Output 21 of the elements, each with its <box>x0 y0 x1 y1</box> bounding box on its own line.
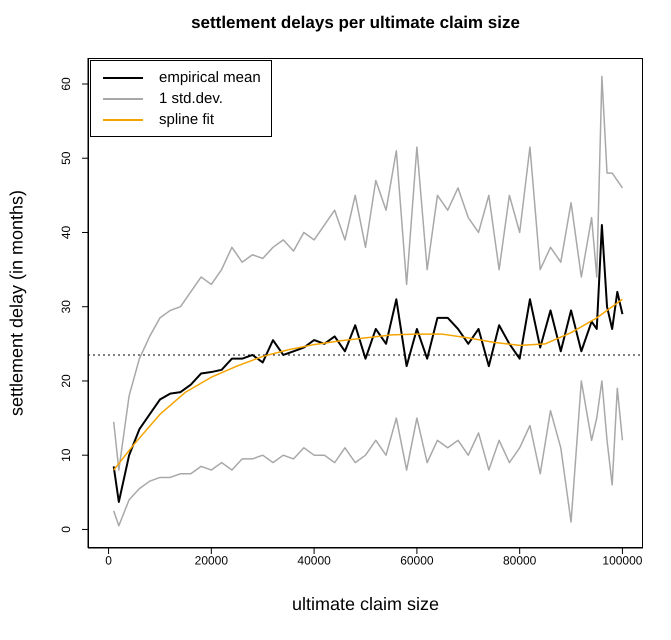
line-series <box>112 380 624 526</box>
chart-title: settlement delays per ultimate claim size <box>190 12 521 34</box>
y-axis-title: settlement delay (in months) <box>6 190 26 416</box>
y-tick-label: 30 <box>59 300 73 314</box>
legend-label: spline fit <box>159 111 214 128</box>
line-series <box>112 298 624 471</box>
x-tick-label: 0 <box>105 554 112 568</box>
x-tick-label: 60000 <box>400 554 434 568</box>
legend-label: 1 std.dev. <box>159 90 223 107</box>
y-tick-label: 20 <box>59 374 73 388</box>
x-tick-label: 80000 <box>502 554 537 568</box>
y-tick-label: 10 <box>59 448 73 462</box>
x-axis-title: ultimate claim size <box>292 594 440 614</box>
y-tick-label: 60 <box>59 76 73 91</box>
y-tick-label: 40 <box>59 225 73 240</box>
x-tick-label: 40000 <box>297 554 332 568</box>
x-tick-label: 20000 <box>194 554 228 568</box>
y-tick-label: 50 <box>59 151 73 165</box>
y-tick-label: 0 <box>59 526 73 533</box>
x-tick-label: 100000 <box>602 554 643 568</box>
legend-label: empirical mean <box>159 69 261 86</box>
